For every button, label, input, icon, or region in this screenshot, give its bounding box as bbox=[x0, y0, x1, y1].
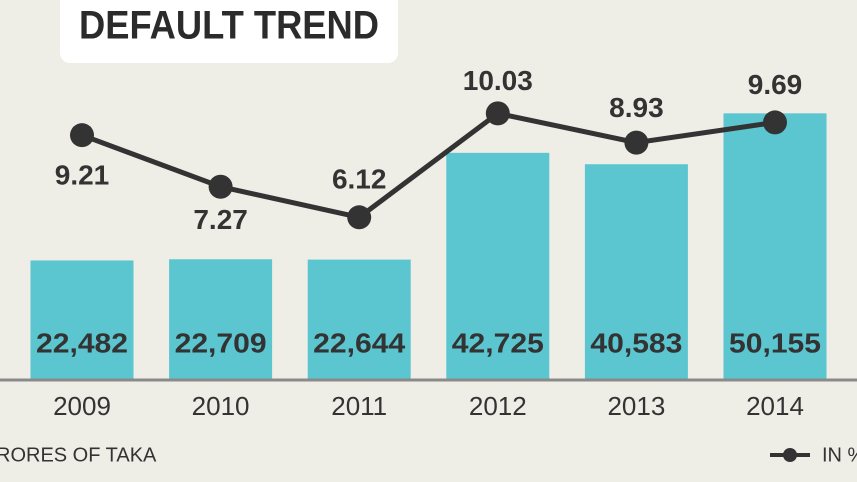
bar-value-label: 40,583 bbox=[590, 327, 682, 358]
x-tick-label: 2013 bbox=[607, 391, 665, 421]
bar-value-label: 22,644 bbox=[313, 327, 405, 358]
x-tick-label: 2011 bbox=[331, 391, 387, 421]
bar bbox=[584, 164, 688, 380]
bar-value-label: 22,482 bbox=[36, 327, 128, 358]
legend-label: RORES OF TAKA bbox=[0, 444, 157, 466]
x-tick-label: 2010 bbox=[192, 391, 250, 421]
chart-title: DEFAULT TREND bbox=[79, 4, 379, 48]
bar bbox=[307, 259, 411, 380]
line-point bbox=[485, 101, 510, 126]
line-point bbox=[624, 130, 649, 155]
bar-value-label: 50,155 bbox=[729, 327, 821, 358]
legend-marker bbox=[783, 448, 797, 462]
bar-value-label: 42,725 bbox=[452, 327, 544, 358]
bar bbox=[169, 259, 273, 380]
line-value-label: 9.69 bbox=[748, 69, 803, 100]
bar-value-label: 22,709 bbox=[175, 327, 267, 358]
bar bbox=[723, 113, 827, 380]
line-point bbox=[347, 205, 372, 230]
line-point bbox=[763, 110, 787, 135]
line-value-label: 10.03 bbox=[463, 65, 533, 96]
x-tick-label: 2014 bbox=[746, 391, 804, 421]
line bbox=[81, 110, 776, 220]
bar bbox=[446, 152, 550, 380]
bar bbox=[30, 260, 134, 380]
legend-label: IN % bbox=[822, 444, 857, 466]
line-point bbox=[208, 174, 233, 199]
line-value-label: 7.27 bbox=[193, 204, 248, 235]
x-tick-label: 2009 bbox=[53, 391, 111, 421]
line-value-label: 6.12 bbox=[332, 164, 387, 195]
line-value-label: 8.93 bbox=[609, 92, 664, 123]
line-point bbox=[70, 123, 94, 148]
line-value-label: 9.21 bbox=[55, 160, 110, 191]
x-tick-label: 2012 bbox=[469, 391, 527, 421]
title-box bbox=[60, 0, 398, 63]
